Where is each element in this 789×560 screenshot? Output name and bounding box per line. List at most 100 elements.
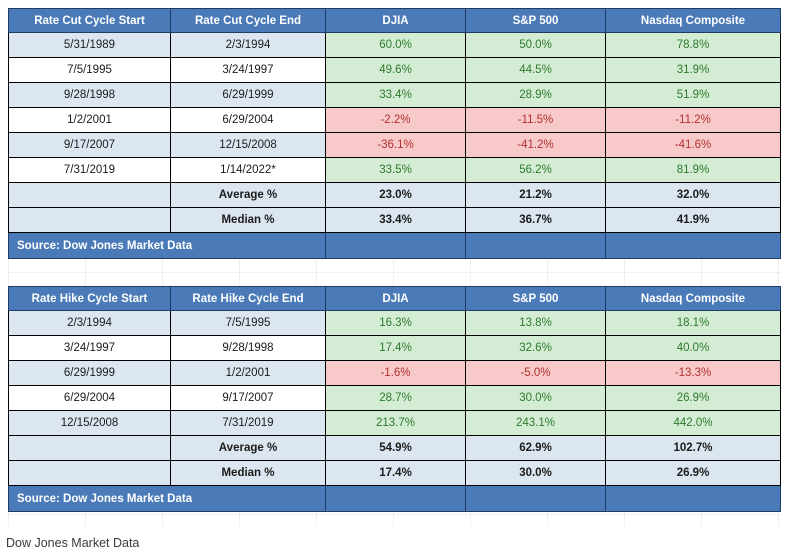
cycle-end-cell: 7/31/2019 <box>170 410 326 436</box>
sp500-return-cell: 32.6% <box>465 335 606 361</box>
average-row: Average % 54.9% 62.9% 102.7% <box>8 435 781 461</box>
cycle-start-cell: 3/24/1997 <box>8 335 171 361</box>
source-note: Source: Dow Jones Market Data <box>8 232 326 259</box>
sp500-return-cell: 30.0% <box>465 385 606 411</box>
median-djia: 17.4% <box>325 460 466 486</box>
image-caption: Dow Jones Market Data <box>6 536 140 550</box>
table-row: 9/17/2007 12/15/2008 -36.1% -41.2% -41.6% <box>8 132 781 158</box>
cycle-start-cell: 7/31/2019 <box>8 157 171 183</box>
cycle-end-cell: 12/15/2008 <box>170 132 326 158</box>
cycle-end-cell: 9/28/1998 <box>170 335 326 361</box>
djia-return-cell: 49.6% <box>325 57 466 83</box>
djia-return-cell: -1.6% <box>325 360 466 386</box>
cycle-end-cell: 1/14/2022* <box>170 157 326 183</box>
table-row: 3/24/1997 9/28/1998 17.4% 32.6% 40.0% <box>8 335 781 361</box>
sp500-return-cell: 28.9% <box>465 82 606 108</box>
nasdaq-return-cell: 31.9% <box>605 57 781 83</box>
cycle-end-cell: 6/29/1999 <box>170 82 326 108</box>
column-header-start: Rate Cut Cycle Start <box>8 8 171 33</box>
table-row: 6/29/1999 1/2/2001 -1.6% -5.0% -13.3% <box>8 360 781 386</box>
average-nasdaq: 32.0% <box>605 182 781 208</box>
djia-return-cell: 17.4% <box>325 335 466 361</box>
median-label: Median % <box>170 207 326 233</box>
nasdaq-return-cell: 51.9% <box>605 82 781 108</box>
nasdaq-return-cell: 442.0% <box>605 410 781 436</box>
median-nasdaq: 26.9% <box>605 460 781 486</box>
column-header-start: Rate Hike Cycle Start <box>8 286 171 311</box>
average-label: Average % <box>170 435 326 461</box>
sp500-return-cell: 50.0% <box>465 32 606 58</box>
average-nasdaq: 102.7% <box>605 435 781 461</box>
median-label: Median % <box>170 460 326 486</box>
djia-return-cell: 16.3% <box>325 310 466 336</box>
source-spacer <box>605 232 781 259</box>
column-header-nasdaq: Nasdaq Composite <box>605 286 781 311</box>
source-row: Source: Dow Jones Market Data <box>8 485 781 512</box>
djia-return-cell: 33.4% <box>325 82 466 108</box>
rate-hike-table: Rate Hike Cycle Start Rate Hike Cycle En… <box>8 286 781 512</box>
sp500-return-cell: 56.2% <box>465 157 606 183</box>
cycle-end-cell: 9/17/2007 <box>170 385 326 411</box>
table-row: 1/2/2001 6/29/2004 -2.2% -11.5% -11.2% <box>8 107 781 133</box>
table-row: 7/31/2019 1/14/2022* 33.5% 56.2% 81.9% <box>8 157 781 183</box>
cycle-end-cell: 7/5/1995 <box>170 310 326 336</box>
nasdaq-return-cell: -41.6% <box>605 132 781 158</box>
source-spacer <box>325 232 466 259</box>
column-header-djia: DJIA <box>325 8 466 33</box>
nasdaq-return-cell: 18.1% <box>605 310 781 336</box>
cycle-start-cell: 2/3/1994 <box>8 310 171 336</box>
table-header-row: Rate Hike Cycle Start Rate Hike Cycle En… <box>8 286 781 311</box>
column-header-end: Rate Cut Cycle End <box>170 8 326 33</box>
source-row: Source: Dow Jones Market Data <box>8 232 781 259</box>
table-row: 7/5/1995 3/24/1997 49.6% 44.5% 31.9% <box>8 57 781 83</box>
cycle-end-cell: 2/3/1994 <box>170 32 326 58</box>
average-djia: 23.0% <box>325 182 466 208</box>
sp500-return-cell: -41.2% <box>465 132 606 158</box>
sp500-return-cell: -11.5% <box>465 107 606 133</box>
sp500-return-cell: 13.8% <box>465 310 606 336</box>
table-row: 9/28/1998 6/29/1999 33.4% 28.9% 51.9% <box>8 82 781 108</box>
stat-spacer <box>8 460 171 486</box>
sp500-return-cell: 243.1% <box>465 410 606 436</box>
cycle-end-cell: 3/24/1997 <box>170 57 326 83</box>
median-sp500: 30.0% <box>465 460 606 486</box>
rate-cut-table: Rate Cut Cycle Start Rate Cut Cycle End … <box>8 8 781 259</box>
source-spacer <box>465 232 606 259</box>
stat-spacer <box>8 435 171 461</box>
djia-return-cell: 33.5% <box>325 157 466 183</box>
column-header-sp500: S&P 500 <box>465 8 606 33</box>
median-row: Median % 17.4% 30.0% 26.9% <box>8 460 781 486</box>
median-row: Median % 33.4% 36.7% 41.9% <box>8 207 781 233</box>
average-label: Average % <box>170 182 326 208</box>
cycle-start-cell: 6/29/1999 <box>8 360 171 386</box>
table-row: 5/31/1989 2/3/1994 60.0% 50.0% 78.8% <box>8 32 781 58</box>
column-header-djia: DJIA <box>325 286 466 311</box>
source-spacer <box>325 485 466 512</box>
cycle-start-cell: 7/5/1995 <box>8 57 171 83</box>
median-sp500: 36.7% <box>465 207 606 233</box>
djia-return-cell: 28.7% <box>325 385 466 411</box>
median-djia: 33.4% <box>325 207 466 233</box>
sp500-return-cell: -5.0% <box>465 360 606 386</box>
table-row: 12/15/2008 7/31/2019 213.7% 243.1% 442.0% <box>8 410 781 436</box>
table-header-row: Rate Cut Cycle Start Rate Cut Cycle End … <box>8 8 781 33</box>
djia-return-cell: -36.1% <box>325 132 466 158</box>
average-djia: 54.9% <box>325 435 466 461</box>
table-row: 2/3/1994 7/5/1995 16.3% 13.8% 18.1% <box>8 310 781 336</box>
stat-spacer <box>8 182 171 208</box>
cycle-start-cell: 12/15/2008 <box>8 410 171 436</box>
cycle-end-cell: 6/29/2004 <box>170 107 326 133</box>
djia-return-cell: 60.0% <box>325 32 466 58</box>
nasdaq-return-cell: 40.0% <box>605 335 781 361</box>
average-sp500: 21.2% <box>465 182 606 208</box>
djia-return-cell: 213.7% <box>325 410 466 436</box>
table-row: 6/29/2004 9/17/2007 28.7% 30.0% 26.9% <box>8 385 781 411</box>
source-note: Source: Dow Jones Market Data <box>8 485 326 512</box>
cycle-start-cell: 5/31/1989 <box>8 32 171 58</box>
column-header-nasdaq: Nasdaq Composite <box>605 8 781 33</box>
cycle-start-cell: 1/2/2001 <box>8 107 171 133</box>
cycle-start-cell: 9/17/2007 <box>8 132 171 158</box>
median-nasdaq: 41.9% <box>605 207 781 233</box>
average-sp500: 62.9% <box>465 435 606 461</box>
nasdaq-return-cell: 81.9% <box>605 157 781 183</box>
